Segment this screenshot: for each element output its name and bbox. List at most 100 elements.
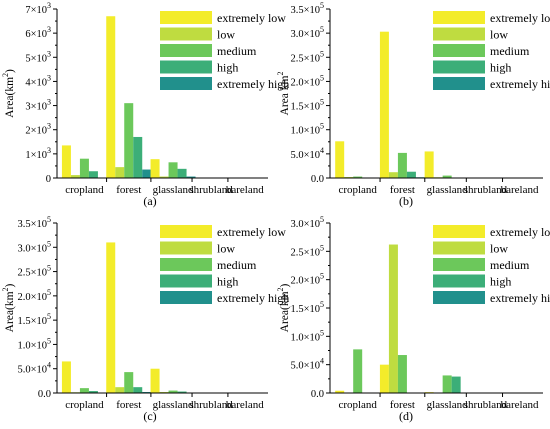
category-label-shrubland: shrubland <box>189 399 233 411</box>
bar-cropland-high <box>88 391 98 393</box>
legend-swatch-extremely-low <box>160 225 212 238</box>
legend-swatch-medium <box>160 44 212 57</box>
y-tick-label: 5.0×104 <box>290 146 324 161</box>
y-axis-label: Area(km2) <box>1 69 16 118</box>
bar-glassland-medium <box>168 390 178 393</box>
legend-swatch-medium <box>433 44 485 57</box>
y-tick-label: 1.0×105 <box>17 336 51 351</box>
bar-glassland-high <box>177 391 187 393</box>
bar-forest-medium <box>397 355 407 393</box>
y-axis-label: Area(km2) <box>1 283 16 332</box>
category-label-forest: forest <box>390 399 415 411</box>
panel-caption: (b) <box>399 194 413 208</box>
y-axis-label: Area(km2) <box>276 283 291 332</box>
panel-d: cropland forest glasslandshrublandbareland… <box>276 215 550 423</box>
category-label-glassland: glassland <box>153 399 194 411</box>
bar-forest-low <box>115 387 125 393</box>
legend-label-high: high <box>217 61 238 75</box>
y-tick-label: 2.0×105 <box>290 73 324 88</box>
y-tick-label: 1.0×105 <box>290 122 324 137</box>
category-label-shrubland: shrubland <box>464 184 508 196</box>
category-label-bareland: bareland <box>501 184 539 196</box>
bar-cropland-extremely-low <box>61 145 71 178</box>
category-label-bareland: bareland <box>501 399 539 411</box>
bar-glassland-medium <box>168 162 178 178</box>
legend-label-medium: medium <box>217 258 257 272</box>
bar-forest-high <box>406 171 416 178</box>
panel-caption: (a) <box>143 194 156 208</box>
bar-glassland-medium <box>442 175 452 178</box>
legend-swatch-high <box>160 60 212 74</box>
legend-swatch-extremely-high <box>433 77 485 90</box>
legend-label-low: low <box>490 242 508 256</box>
legend-label-high: high <box>490 275 511 289</box>
y-tick-label: 2.5×105 <box>290 49 324 64</box>
bar-forest-medium <box>124 372 134 393</box>
y-tick-label: 1.0×105 <box>290 328 324 343</box>
category-label-glassland: glassland <box>427 399 468 411</box>
legend-label-medium: medium <box>217 44 257 58</box>
legend-swatch-extremely-high <box>160 291 212 304</box>
bar-cropland-extremely-low <box>335 390 345 393</box>
y-tick-label: 3.0×105 <box>17 239 51 254</box>
legend-label-low: low <box>490 28 508 42</box>
bar-glassland-low <box>159 176 169 178</box>
legend-swatch-extremely-low <box>433 11 485 24</box>
y-tick-label: 5.0×104 <box>290 357 324 372</box>
category-label-shrubland: shrubland <box>464 399 508 411</box>
y-tick-label: 7×103 <box>25 1 51 16</box>
y-tick-label: 2.5×105 <box>290 243 324 258</box>
bar-cropland-medium <box>79 158 89 178</box>
y-tick-label: 3.0×105 <box>290 25 324 40</box>
category-label-forest: forest <box>116 184 141 196</box>
category-label-cropland: cropland <box>65 399 104 411</box>
y-tick-label: 1×103 <box>25 146 51 161</box>
category-label-bareland: bareland <box>226 184 264 196</box>
y-tick-label: 4×103 <box>25 73 51 88</box>
legend-label-low: low <box>217 28 235 42</box>
category-label-glassland: glassland <box>153 184 194 196</box>
y-tick-label: 2.0×105 <box>290 272 324 287</box>
bar-forest-extremely-low <box>379 31 389 178</box>
panel-c: cropland forest glasslandshrublandbareland… <box>1 215 289 423</box>
legend-swatch-high <box>433 60 485 74</box>
bar-forest-high <box>133 387 143 393</box>
y-tick-label: 0.0 <box>38 389 51 400</box>
category-label-cropland: cropland <box>65 184 104 196</box>
legend-label-extremely-low: extremely low <box>217 11 286 25</box>
category-label-bareland: bareland <box>226 399 264 411</box>
bar-glassland-extremely-low <box>150 159 160 178</box>
bar-glassland-extremely-high <box>186 176 196 178</box>
legend-label-extremely-low: extremely low <box>490 11 550 25</box>
legend-swatch-extremely-low <box>160 11 212 24</box>
y-tick-label: 6×103 <box>25 25 51 40</box>
bar-cropland-medium <box>353 176 363 178</box>
legend-label-extremely-high: extremely high <box>217 291 289 305</box>
legend-swatch-extremely-high <box>160 77 212 90</box>
y-tick-label: 0 <box>46 174 51 185</box>
bar-cropland-high <box>88 171 98 178</box>
category-label-glassland: glassland <box>427 184 468 196</box>
legend-swatch-extremely-low <box>433 225 485 238</box>
y-tick-label: 0.0 <box>311 174 324 185</box>
bar-cropland-low <box>70 175 80 178</box>
y-tick-label: 1.5×105 <box>290 300 324 315</box>
legend-swatch-low <box>160 241 212 255</box>
bar-forest-medium <box>397 152 407 178</box>
legend-swatch-low <box>433 241 485 255</box>
legend-swatch-high <box>160 274 212 288</box>
legend-label-extremely-high: extremely high <box>490 291 550 305</box>
y-tick-label: 3×103 <box>25 98 51 113</box>
y-tick-label: 2×103 <box>25 122 51 137</box>
legend-label-medium: medium <box>490 44 530 58</box>
y-tick-label: 3.5×105 <box>17 215 51 230</box>
y-tick-label: 5×103 <box>25 49 51 64</box>
legend-label-extremely-low: extremely low <box>217 225 286 239</box>
legend-swatch-extremely-high <box>433 291 485 304</box>
legend-label-high: high <box>490 61 511 75</box>
bar-glassland-high <box>177 168 187 178</box>
y-tick-label: 0.0 <box>311 389 324 400</box>
panel-b: cropland forest glasslandshrublandbareland… <box>276 1 550 208</box>
